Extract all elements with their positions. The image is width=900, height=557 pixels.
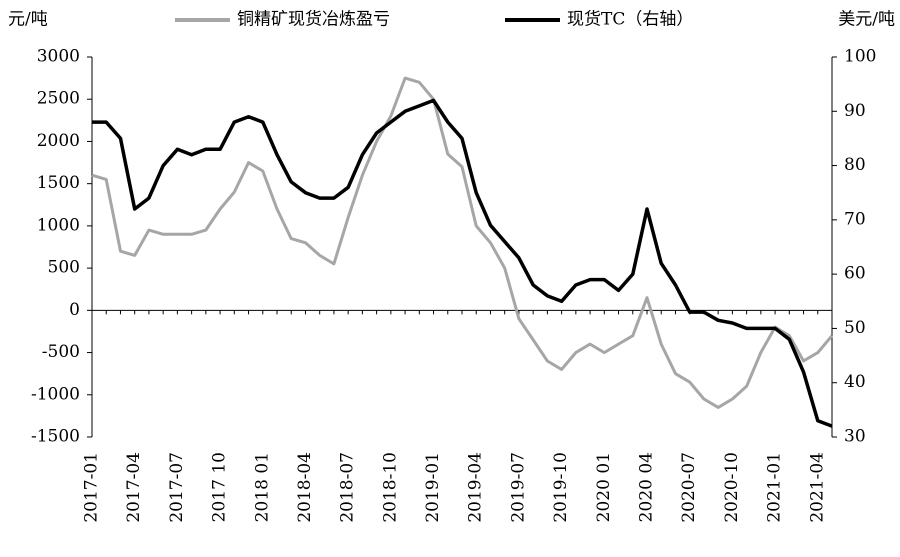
- legend-label: 现货TC（右轴）: [567, 10, 693, 30]
- y2-axis-label: 美元/吨: [838, 10, 895, 30]
- y-tick-label: 3000: [37, 47, 80, 67]
- x-tick-label: 2021-01: [765, 452, 785, 523]
- x-tick-label: 2021-04: [807, 452, 827, 523]
- x-tick-label: 2018 01: [252, 452, 272, 522]
- x-tick-label: 2020-10: [722, 452, 742, 523]
- y-tick-label: -1000: [31, 384, 80, 404]
- y2-tick-label: 30: [844, 427, 866, 447]
- x-tick-label: 2018-07: [338, 452, 358, 523]
- y2-tick-label: 40: [844, 372, 866, 392]
- y-tick-label: 2000: [37, 131, 80, 151]
- x-tick-label: 2018-04: [295, 452, 315, 523]
- y2-tick-label: 70: [844, 209, 866, 229]
- y2-tick-label: 90: [844, 101, 866, 121]
- legend-label: 铜精矿现货冶炼盈亏: [237, 10, 390, 30]
- x-tick-label: 2017 10: [210, 452, 230, 522]
- y-tick-label: -500: [42, 342, 80, 362]
- x-tick-label: 2017-07: [167, 452, 187, 523]
- x-tick-label: 2020 01: [594, 452, 614, 522]
- x-tick-label: 2017-04: [124, 452, 144, 523]
- y-tick-label: 1000: [37, 215, 80, 235]
- x-tick-label: 2019-04: [466, 452, 486, 523]
- x-tick-label: 2017-01: [82, 452, 102, 523]
- y-tick-label: -1500: [31, 427, 80, 447]
- y2-tick-label: 50: [844, 318, 866, 338]
- y-tick-label: 2500: [37, 89, 80, 109]
- y2-tick-label: 100: [844, 47, 876, 67]
- y-tick-label: 500: [48, 258, 80, 278]
- x-tick-label: 2019-01: [423, 452, 443, 523]
- x-tick-label: 2020-07: [679, 452, 699, 523]
- x-tick-label: 2018-10: [380, 452, 400, 523]
- y2-tick-label: 80: [844, 155, 866, 175]
- y2-tick-label: 60: [844, 264, 866, 284]
- y-axis-label: 元/吨: [8, 10, 48, 30]
- y-tick-label: 0: [69, 300, 80, 320]
- x-tick-label: 2019-10: [551, 452, 571, 523]
- y-tick-label: 1500: [37, 173, 80, 193]
- series-line: [92, 98, 833, 428]
- x-tick-label: 2020 04: [637, 452, 657, 522]
- series-line: [91, 76, 834, 409]
- x-tick-label: 2019-07: [508, 452, 528, 523]
